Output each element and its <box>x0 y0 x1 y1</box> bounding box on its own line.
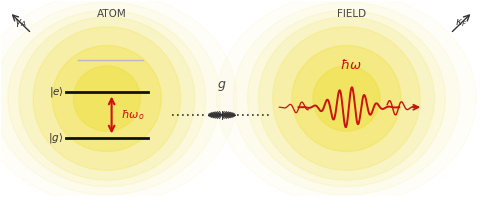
Text: ATOM: ATOM <box>97 9 126 19</box>
Text: $\hbar\omega$: $\hbar\omega$ <box>340 59 362 72</box>
Ellipse shape <box>233 2 460 195</box>
Ellipse shape <box>53 46 161 151</box>
Text: $\hbar\omega_o$: $\hbar\omega_o$ <box>121 108 145 122</box>
Ellipse shape <box>258 17 434 180</box>
Ellipse shape <box>247 10 445 187</box>
Ellipse shape <box>292 46 401 151</box>
Text: $|e\rangle$: $|e\rangle$ <box>49 85 64 99</box>
Ellipse shape <box>0 2 220 195</box>
Text: FIELD: FIELD <box>336 9 366 19</box>
Ellipse shape <box>8 10 206 187</box>
Ellipse shape <box>273 27 420 170</box>
Text: $g$: $g$ <box>217 79 227 93</box>
Ellipse shape <box>33 27 181 170</box>
Ellipse shape <box>19 17 195 180</box>
Text: $\kappa_F$: $\kappa_F$ <box>455 17 468 29</box>
Text: $\gamma_A$: $\gamma_A$ <box>14 17 27 29</box>
Ellipse shape <box>73 66 140 131</box>
Text: $|g\rangle$: $|g\rangle$ <box>49 131 64 145</box>
Ellipse shape <box>313 66 380 131</box>
